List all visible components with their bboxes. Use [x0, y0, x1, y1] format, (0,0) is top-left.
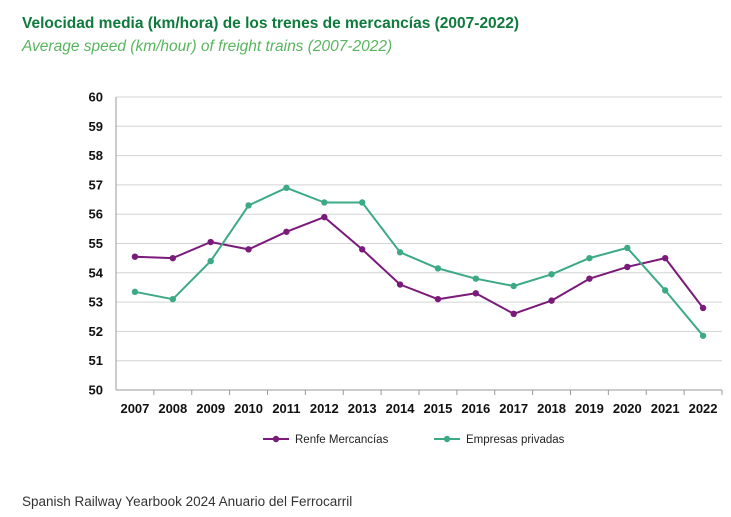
- y-tick-label: 55: [89, 236, 103, 251]
- data-point: [131, 288, 139, 296]
- grid-lines: [115, 96, 722, 391]
- series-line-2: [134, 186, 704, 337]
- x-tick-label: 2014: [386, 401, 416, 416]
- x-tick-label: 2022: [689, 401, 718, 416]
- data-point: [434, 295, 442, 303]
- data-point: [548, 297, 555, 304]
- data-point: [548, 271, 555, 278]
- x-tick-label: 2012: [310, 401, 339, 416]
- x-axis-ticks: 2007 2008 2009 2010 2011 2012 2013 2014 2015 2016…: [120, 390, 723, 416]
- data-point: [283, 228, 290, 235]
- y-tick-label: 58: [89, 148, 103, 163]
- y-axis-ticks: 50 51 52 53 54 55 56 57 58 59 60: [89, 90, 104, 398]
- y-tick-label: 54: [89, 265, 104, 280]
- data-point: [207, 238, 214, 246]
- data-point: [321, 199, 328, 206]
- source-footer: Spanish Railway Yearbook 2024 Anuario de…: [22, 494, 353, 509]
- data-point: [472, 275, 480, 282]
- data-point: [245, 246, 252, 253]
- data-point: [358, 246, 366, 253]
- chart-subtitle: Average speed (km/hour) of freight train…: [22, 38, 393, 55]
- x-tick-label: 2015: [423, 401, 452, 416]
- x-tick-label: 2009: [196, 401, 225, 416]
- y-tick-label: 53: [89, 295, 103, 310]
- data-point: [434, 265, 442, 272]
- x-tick-label: 2007: [120, 401, 149, 416]
- data-point: [624, 263, 631, 271]
- y-tick-label: 52: [89, 324, 103, 339]
- data-point: [586, 275, 593, 282]
- data-point: [131, 253, 139, 260]
- y-tick-label: 59: [89, 119, 103, 134]
- x-tick-label: 2020: [613, 401, 642, 416]
- x-tick-label: 2013: [348, 401, 377, 416]
- data-point: [321, 213, 328, 221]
- data-point: [661, 287, 669, 294]
- data-point: [245, 202, 252, 209]
- data-point: [358, 199, 366, 206]
- data-point: [510, 310, 517, 318]
- x-tick-label: 2008: [158, 401, 187, 416]
- x-tick-label: 2016: [461, 401, 490, 416]
- x-tick-label: 2021: [651, 401, 680, 416]
- data-point: [169, 295, 177, 303]
- data-point: [169, 254, 177, 262]
- x-tick-label: 2010: [234, 401, 263, 416]
- data-point: [699, 332, 707, 339]
- x-tick-label: 2019: [575, 401, 604, 416]
- chart-title: Velocidad media (km/hora) de los trenes …: [22, 15, 520, 32]
- data-point: [586, 254, 593, 262]
- y-tick-label: 56: [89, 207, 103, 222]
- y-tick-label: 50: [89, 383, 103, 398]
- legend-label: Renfe Mercancías: [295, 434, 389, 446]
- data-point: [510, 282, 517, 290]
- data-point: [699, 304, 707, 312]
- data-point: [396, 249, 404, 256]
- series-group: [131, 184, 707, 339]
- data-point: [207, 257, 214, 265]
- y-tick-label: 51: [89, 353, 103, 368]
- data-point: [283, 184, 290, 192]
- y-tick-label: 57: [89, 177, 103, 192]
- x-tick-label: 2017: [499, 401, 528, 416]
- data-point: [472, 290, 480, 297]
- data-point: [661, 254, 669, 262]
- data-point: [396, 281, 404, 288]
- series-line-1: [134, 216, 704, 315]
- legend: Renfe Mercancías Empresas privadas: [263, 434, 565, 446]
- x-tick-label: 2011: [272, 401, 300, 416]
- data-point: [624, 244, 631, 252]
- legend-swatch-marker: [443, 435, 451, 443]
- legend-label: Empresas privadas: [466, 434, 565, 446]
- y-tick-label: 60: [89, 90, 103, 105]
- x-tick-label: 2018: [537, 401, 566, 416]
- legend-swatch-marker: [272, 435, 280, 443]
